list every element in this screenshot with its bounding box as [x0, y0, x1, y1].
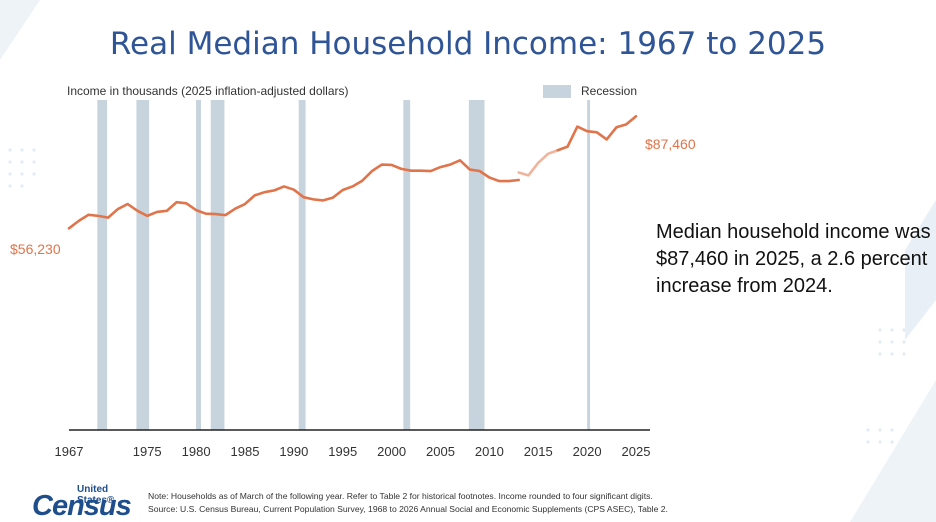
footnote-source: Source: U.S. Census Bureau, Current Popu…: [148, 504, 668, 514]
recession-band-1: [97, 100, 108, 430]
recession-band-2: [136, 100, 150, 430]
callout-text: Median household income was $87,460 in 2…: [656, 221, 931, 297]
x-tick-label-2020: 2020: [573, 444, 602, 459]
recession-band-5: [298, 100, 306, 430]
recession-band-8: [587, 100, 591, 430]
x-axis-ticks: 1967 1975 1980 1985 1990 1995 2000 2005 2010 2015…: [55, 444, 651, 459]
end-value-label: $87,460: [645, 136, 696, 152]
x-tick-label-1995: 1995: [328, 444, 357, 459]
recession-band-4: [210, 100, 225, 430]
recession-bands: [97, 100, 591, 430]
legend: Recession: [543, 84, 637, 98]
income-series-segment-2: [517, 148, 560, 177]
footnote-note: Note: Households as of March of the foll…: [148, 491, 653, 501]
footnotes: Note: Households as of March of the foll…: [148, 490, 668, 516]
chart-title: Real Median Household Income: 1967 to 20…: [109, 26, 827, 62]
x-tick-label-1980: 1980: [182, 444, 211, 459]
x-tick-label-2000: 2000: [377, 444, 406, 459]
x-tick-label-1975: 1975: [133, 444, 162, 459]
income-lines: [67, 114, 638, 230]
census-logo: United States® Census: [30, 484, 140, 522]
x-tick-label-2005: 2005: [426, 444, 455, 459]
x-tick-label-1985: 1985: [231, 444, 260, 459]
recession-band-3: [196, 100, 201, 430]
logo-tagline: United States®: [77, 484, 115, 506]
recession-swatch: [543, 84, 571, 98]
x-tick-label-1990: 1990: [279, 444, 308, 459]
income-series-segment-3: [556, 114, 638, 152]
recession-band-7: [468, 100, 485, 430]
legend-label-recession: Recession: [581, 84, 638, 98]
y-axis-label: Income in thousands (2025 inflation-adju…: [67, 84, 349, 98]
x-tick-label-2015: 2015: [524, 444, 553, 459]
recession-band-6: [403, 100, 411, 430]
start-value-label: $56,230: [10, 241, 61, 257]
x-tick-label-1967: 1967: [55, 444, 84, 459]
x-tick-label-2010: 2010: [475, 444, 504, 459]
x-tick-label-2025: 2025: [622, 444, 651, 459]
income-series-segment-1: [67, 158, 520, 230]
logo-wordmark: Census: [32, 490, 132, 522]
